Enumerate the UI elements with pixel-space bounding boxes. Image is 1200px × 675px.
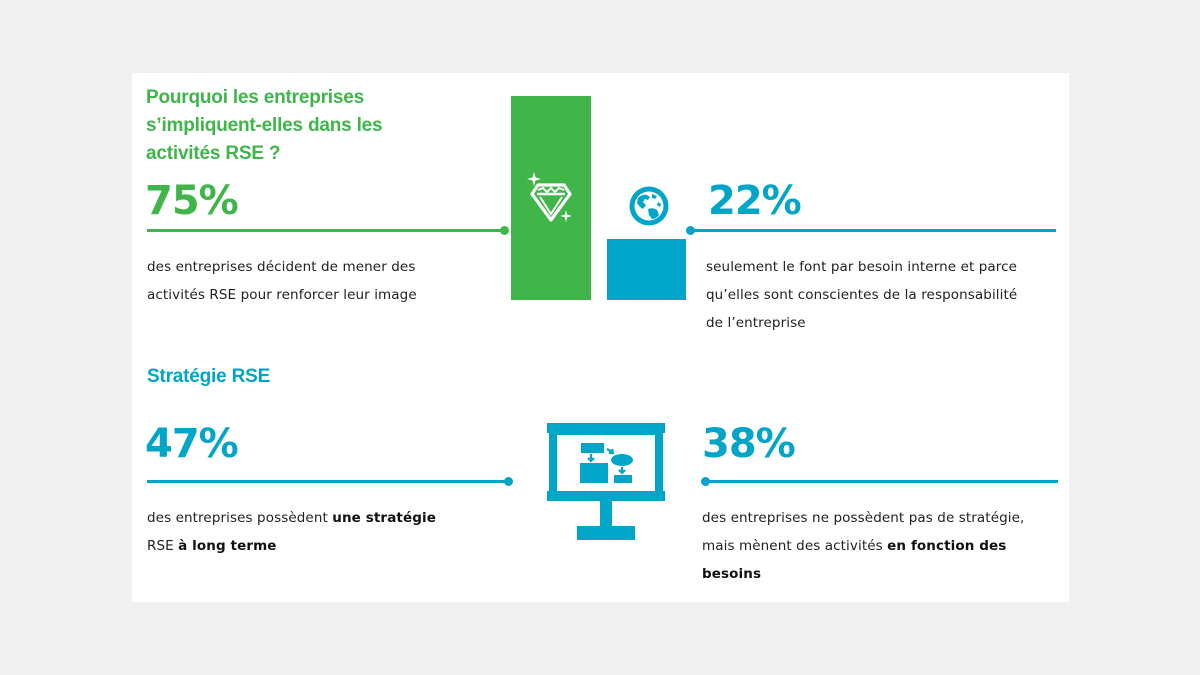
- stat-75-description: des entreprises décident de mener des ac…: [147, 253, 487, 309]
- stat-75-divider: [147, 229, 505, 232]
- section1-title-line: activités RSE ?: [146, 143, 281, 164]
- stat-22-value: 22%: [708, 178, 802, 224]
- desc-line: mais mènent des activités en fonction de…: [702, 538, 1007, 582]
- stat-75-divider-dot: [500, 226, 509, 235]
- stat-75-value: 75%: [145, 178, 239, 224]
- section1-title: Pourquoi les entreprises s’impliquent-el…: [146, 84, 446, 168]
- presentation-board-icon: [547, 423, 665, 540]
- stat-38-description: des entreprises ne possèdent pas de stra…: [702, 504, 1067, 588]
- desc-line: des entreprises possèdent une stratégie: [147, 510, 436, 526]
- bar-22: [607, 239, 686, 300]
- section1-title-line: Pourquoi les entreprises: [146, 87, 364, 108]
- diamond-icon: [525, 170, 575, 226]
- desc-line: RSE à long terme: [147, 538, 277, 554]
- stat-22-divider: [690, 229, 1056, 232]
- desc-line: des entreprises décident de mener des: [147, 259, 416, 275]
- globe-icon: [628, 185, 670, 227]
- stat-47-value: 47%: [145, 421, 239, 467]
- section1-title-line: s’impliquent-elles dans les: [146, 115, 383, 136]
- desc-line: qu’elles sont conscientes de la responsa…: [706, 287, 1018, 303]
- stat-47-divider: [147, 480, 507, 483]
- stat-22-description: seulement le font par besoin interne et …: [706, 253, 1066, 337]
- section2-title: Stratégie RSE: [147, 366, 271, 387]
- desc-line: activités RSE pour renforcer leur image: [147, 287, 417, 303]
- desc-line: seulement le font par besoin interne et …: [706, 259, 1018, 275]
- stat-47-divider-dot: [504, 477, 513, 486]
- stat-38-value: 38%: [702, 421, 796, 467]
- stat-38-divider: [705, 480, 1058, 483]
- stat-47-description: des entreprises possèdent une stratégie …: [147, 504, 487, 560]
- desc-line: des entreprises ne possèdent pas de stra…: [702, 510, 1025, 526]
- desc-line: de l’entreprise: [706, 315, 806, 331]
- bar-75: [511, 96, 591, 300]
